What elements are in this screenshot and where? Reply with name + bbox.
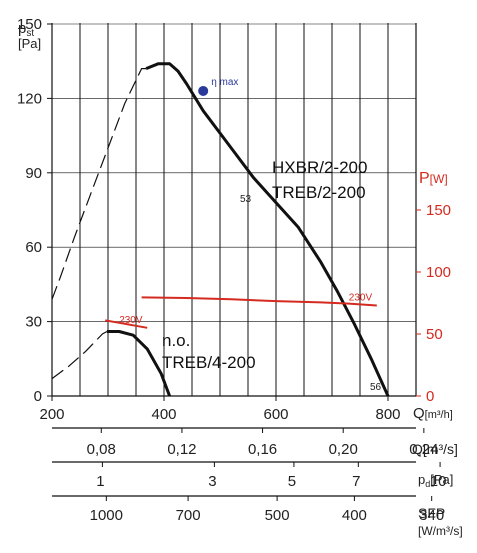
y-tick-label: 150 bbox=[17, 16, 42, 33]
pd-scale-unit: pd[Pa] bbox=[418, 472, 453, 489]
y-right-tick-label: 150 bbox=[426, 202, 451, 219]
power-label-3: 230V bbox=[119, 315, 143, 326]
x-tick-label: 800 bbox=[375, 406, 400, 423]
x-axis-label: Q[m³/h] bbox=[413, 405, 453, 422]
y-tick-label: 60 bbox=[25, 239, 42, 256]
y-tick-label: 0 bbox=[34, 388, 42, 405]
sfp-tick-label: 400 bbox=[342, 507, 367, 524]
power-label-2: 230V bbox=[349, 292, 373, 303]
pd-tick-label: 7 bbox=[352, 473, 360, 490]
q-tick-label: 0,16 bbox=[248, 441, 277, 458]
sfp-tick-label: 500 bbox=[265, 507, 290, 524]
sfp-tick-label: 700 bbox=[176, 507, 201, 524]
q-tick-label: 0,12 bbox=[167, 441, 196, 458]
power-curve-2 bbox=[141, 296, 377, 307]
q-tick-label: 0,08 bbox=[87, 441, 116, 458]
sfp-scale-unit: SFP bbox=[418, 505, 445, 521]
y-axis-unit: [Pa] bbox=[18, 36, 41, 51]
sfp-tick-label: 340 bbox=[419, 507, 444, 524]
sfp-scale-unit-2: [W/m³/s] bbox=[418, 524, 463, 538]
pd-tick-label: 3 bbox=[208, 473, 216, 490]
pd-tick-label: 5 bbox=[288, 473, 296, 490]
y-tick-label: 90 bbox=[25, 165, 42, 182]
q-scale-unit: Q[m³/s] bbox=[412, 441, 458, 457]
point-label-56: 56 bbox=[370, 382, 382, 393]
y-right-tick-label: 100 bbox=[426, 264, 451, 281]
y-axis-label: pst bbox=[18, 20, 34, 39]
model-label-1: HXBR/2-200 bbox=[272, 158, 367, 177]
model-label-4: TREB/4-200 bbox=[162, 353, 256, 372]
model-label-3: n.o. bbox=[162, 331, 190, 350]
grid bbox=[47, 23, 421, 401]
x-ticks: 200 400 600 800 bbox=[39, 406, 400, 423]
pressure-curve-dashed-0 bbox=[51, 68, 147, 300]
curves: 230V 230V bbox=[51, 62, 390, 397]
q-tick-label: 0,24 bbox=[409, 441, 438, 458]
eta-max-point bbox=[198, 85, 209, 96]
y-tick-label: 30 bbox=[25, 314, 42, 331]
pd-tick-label: 10 bbox=[430, 473, 447, 490]
pressure-curve-dashed-1 bbox=[51, 330, 108, 380]
right-axis-label: P[W] bbox=[419, 170, 448, 187]
pressure-curve-0 bbox=[145, 62, 390, 397]
x-tick-label: 600 bbox=[263, 406, 288, 423]
pd-tick-label: 1 bbox=[96, 473, 104, 490]
point-label-53: 53 bbox=[240, 194, 252, 205]
y-tick-label: 120 bbox=[17, 90, 42, 107]
y-right-ticks: 0 50 100 150 bbox=[426, 202, 451, 405]
x-tick-label: 400 bbox=[151, 406, 176, 423]
power-curve-3 bbox=[105, 319, 148, 329]
q-tick-label: 0,20 bbox=[329, 441, 358, 458]
pressure-curve-1 bbox=[106, 330, 172, 397]
y-right-tick-label: 0 bbox=[426, 388, 434, 405]
y-ticks: 0 30 60 90 120 150 bbox=[17, 16, 42, 405]
x-tick-label: 200 bbox=[39, 406, 64, 423]
y-right-tick-label: 50 bbox=[426, 326, 443, 343]
eta-max-label: η max bbox=[211, 77, 238, 88]
secondary-scales: 0,08 0,12 0,16 0,20 0,24 1 3 5 7 10 1000 700 500 400 3… bbox=[52, 427, 447, 524]
model-label-2: TREB/2-200 bbox=[272, 183, 366, 202]
sfp-tick-label: 1000 bbox=[90, 507, 123, 524]
